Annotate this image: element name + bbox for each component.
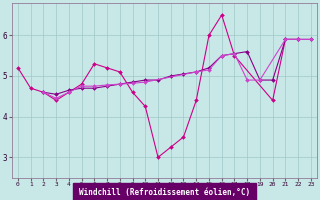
X-axis label: Windchill (Refroidissement éolien,°C): Windchill (Refroidissement éolien,°C)	[79, 188, 250, 197]
